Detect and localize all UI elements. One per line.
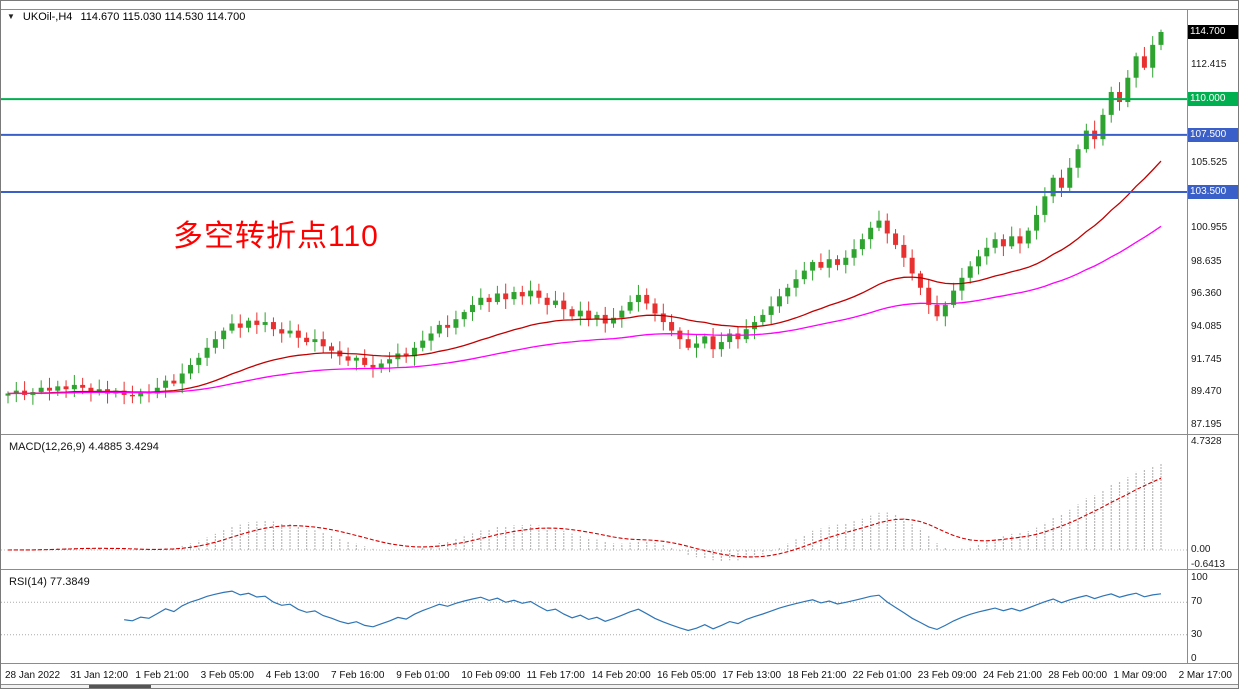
- rsi-axis-tick: 30: [1191, 628, 1203, 640]
- annotation-text: 多空转折点110: [173, 220, 379, 253]
- time-label: 11 Feb 17:00: [526, 670, 585, 681]
- price-level-label[interactable]: 107.500: [1188, 127, 1238, 142]
- time-label: 22 Feb 01:00: [852, 670, 912, 681]
- macd-axis-tick: -0.6413: [1191, 558, 1225, 570]
- time-label: 10 Feb 09:00: [461, 670, 521, 681]
- price-tick: 112.415: [1191, 58, 1227, 70]
- moving-averages: [7, 160, 1162, 395]
- time-axis[interactable]: 28 Jan 2022 31 Jan 12:00 1 Feb 21:00 3 Feb …: [1, 664, 1238, 685]
- price-level-label[interactable]: 103.500: [1188, 185, 1238, 200]
- symbol-dropdown-icon[interactable]: ▼: [7, 12, 15, 21]
- price-tick: 91.745: [1191, 353, 1222, 365]
- price-tick: 100.955: [1191, 222, 1228, 234]
- price-tick: 87.195: [1191, 419, 1222, 430]
- price-tick: 94.085: [1191, 320, 1222, 332]
- time-label: 17 Feb 13:00: [722, 670, 782, 681]
- price-tick: 96.360: [1191, 288, 1222, 300]
- time-label: 14 Feb 20:00: [591, 670, 651, 681]
- price-axis[interactable]: 112.415107.655105.525103.325100.95598.63…: [1188, 1, 1238, 664]
- time-label: 1 Feb 21:00: [135, 670, 189, 681]
- current-price-label: 114.700: [1188, 25, 1238, 39]
- price-tick: 105.525: [1191, 157, 1228, 169]
- ohlc-label: 114.670 115.030 114.530 114.700: [80, 11, 246, 23]
- horizontal-scrollbar[interactable]: [1, 685, 1238, 688]
- rsi-axis-tick: 70: [1191, 596, 1203, 608]
- time-label: 24 Feb 21:00: [983, 670, 1042, 681]
- time-label: 28 Feb 00:00: [1048, 670, 1108, 681]
- rsi-indicator-label: RSI(14) 77.3849: [9, 576, 90, 588]
- macd-axis-tick: 4.7328: [1191, 436, 1222, 448]
- time-label: 4 Feb 13:00: [265, 670, 320, 681]
- price-level-label[interactable]: 110.000: [1188, 92, 1238, 107]
- time-label: 28 Jan 2022: [5, 670, 61, 681]
- time-label: 18 Feb 21:00: [787, 670, 847, 681]
- time-label: 1 Mar 09:00: [1113, 670, 1167, 681]
- time-label: 7 Feb 16:00: [331, 670, 385, 681]
- rsi-axis-tick: 0: [1191, 653, 1197, 664]
- price-tick: 89.470: [1191, 386, 1222, 398]
- time-label: 23 Feb 09:00: [917, 670, 977, 681]
- price-tick: 98.635: [1191, 255, 1222, 267]
- macd-axis-tick: 0.00: [1191, 544, 1211, 555]
- macd-indicator-label: MACD(12,26,9) 4.4885 3.4294: [9, 441, 159, 453]
- symbol-label: UKOil-,H4: [22, 11, 73, 23]
- time-label: 2 Mar 17:00: [1178, 670, 1232, 681]
- time-label: 9 Feb 01:00: [396, 670, 450, 681]
- scrollbar-thumb[interactable]: [89, 685, 151, 688]
- time-label: 3 Feb 05:00: [200, 670, 254, 681]
- rsi-axis-tick: 100: [1191, 572, 1208, 583]
- chart-header: ▼ UKOil-,H4 114.670 115.030 114.530 114.…: [7, 11, 245, 23]
- time-label: 16 Feb 05:00: [657, 670, 716, 681]
- time-label: 31 Jan 12:00: [70, 670, 129, 681]
- rsi-panel: [1, 590, 1187, 636]
- macd-panel: [1, 463, 1187, 561]
